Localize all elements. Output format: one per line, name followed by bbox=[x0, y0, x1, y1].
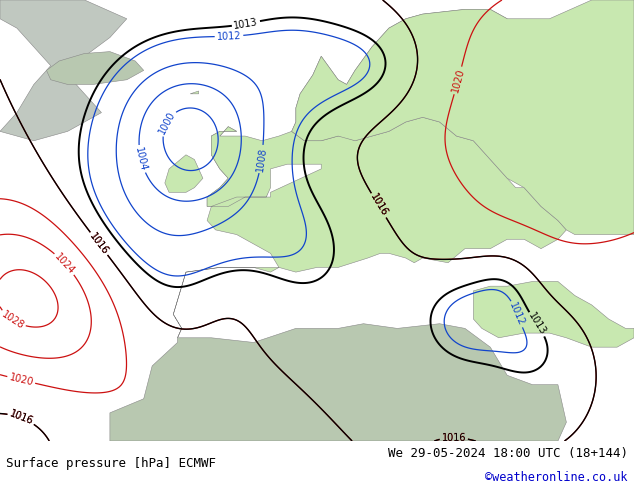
Text: 1004: 1004 bbox=[133, 146, 148, 172]
Polygon shape bbox=[190, 91, 198, 94]
Text: 1012: 1012 bbox=[216, 31, 242, 42]
Text: 1016: 1016 bbox=[8, 409, 34, 427]
Text: 1016: 1016 bbox=[368, 193, 389, 219]
Polygon shape bbox=[207, 127, 269, 206]
Text: 1028: 1028 bbox=[0, 309, 26, 331]
Text: 1020: 1020 bbox=[8, 372, 34, 388]
Text: 1016: 1016 bbox=[441, 433, 466, 443]
Polygon shape bbox=[292, 9, 507, 141]
Text: ©weatheronline.co.uk: ©weatheronline.co.uk bbox=[485, 471, 628, 484]
Text: We 29-05-2024 18:00 UTC (18+144): We 29-05-2024 18:00 UTC (18+144) bbox=[387, 447, 628, 460]
Polygon shape bbox=[292, 0, 634, 235]
Text: 1016: 1016 bbox=[87, 231, 110, 256]
Polygon shape bbox=[46, 51, 144, 84]
Polygon shape bbox=[321, 133, 342, 164]
Polygon shape bbox=[0, 0, 127, 141]
Text: 1008: 1008 bbox=[255, 146, 268, 172]
Text: 1016: 1016 bbox=[8, 409, 34, 427]
Polygon shape bbox=[173, 117, 566, 338]
Text: 1016: 1016 bbox=[368, 193, 389, 219]
Text: Surface pressure [hPa] ECMWF: Surface pressure [hPa] ECMWF bbox=[6, 457, 216, 469]
Text: 1013: 1013 bbox=[233, 17, 259, 31]
Polygon shape bbox=[474, 281, 634, 347]
Text: 1020: 1020 bbox=[450, 67, 466, 94]
Text: 1012: 1012 bbox=[508, 301, 526, 327]
Text: 1024: 1024 bbox=[53, 251, 77, 276]
Text: 1016: 1016 bbox=[441, 433, 466, 443]
Polygon shape bbox=[165, 155, 203, 193]
Text: 1000: 1000 bbox=[157, 110, 177, 136]
Text: 1016: 1016 bbox=[87, 231, 110, 256]
Polygon shape bbox=[110, 324, 566, 441]
Text: 1013: 1013 bbox=[526, 311, 548, 337]
